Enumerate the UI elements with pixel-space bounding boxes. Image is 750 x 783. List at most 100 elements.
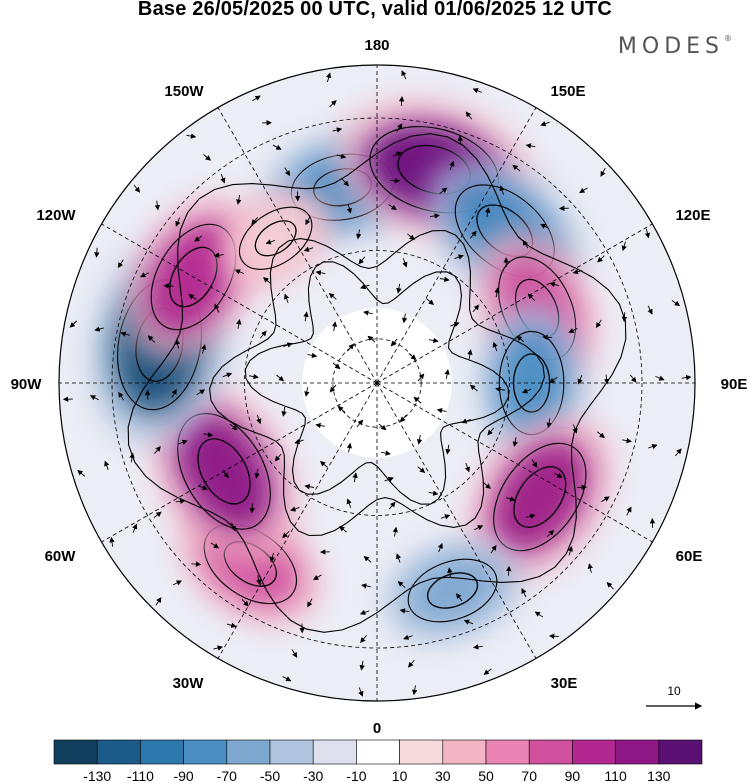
colorbar-swatch	[96, 739, 141, 765]
lon-label-30e: 30E	[551, 675, 578, 692]
wind-vector	[388, 204, 397, 211]
wind-vector	[332, 127, 343, 133]
wind-vector	[360, 635, 367, 643]
wind-vector	[304, 387, 310, 397]
wind-vector	[396, 283, 402, 294]
anomaly-field	[88, 97, 615, 643]
wind-vector	[129, 452, 135, 463]
wind-vector	[495, 386, 506, 393]
colorbar-tick-label: 70	[521, 768, 537, 783]
wind-vector	[525, 143, 536, 149]
streamline-gyre	[238, 206, 313, 270]
wind-vector	[214, 303, 220, 313]
wind-vector	[188, 294, 197, 301]
wind-vector	[163, 283, 174, 289]
wind-vector	[549, 281, 560, 288]
wind-vector	[436, 407, 447, 414]
brand-logo: MODES®	[618, 34, 732, 59]
wind-vector	[120, 331, 130, 337]
colorbar-swatch	[53, 739, 98, 765]
lon-label-90e: 90E	[721, 376, 748, 393]
wind-vector	[367, 335, 376, 343]
colorbar-swatch	[528, 739, 573, 765]
colorbar-swatch	[485, 739, 530, 765]
wind-vector	[249, 503, 255, 514]
wind-vector	[358, 687, 364, 697]
wind-vector	[153, 511, 162, 519]
wind-vector	[600, 167, 606, 177]
lon-label-30w: 30W	[173, 675, 205, 692]
wind-vector	[522, 239, 529, 249]
wind-vector	[675, 448, 682, 457]
wind-vector	[265, 239, 276, 245]
wind-vector	[440, 514, 451, 520]
wind-vector	[512, 164, 521, 172]
wind-vector	[548, 633, 559, 639]
colorbar-swatch	[183, 739, 228, 765]
wind-vector	[186, 133, 197, 139]
wind-vector	[222, 470, 229, 479]
latitude-circle	[111, 117, 643, 649]
wind-vector	[347, 343, 354, 352]
wind-vector	[252, 95, 261, 102]
wind-vector	[290, 506, 300, 512]
reference-vector: 10	[646, 684, 703, 710]
wind-vector	[439, 187, 448, 195]
wind-vector	[626, 506, 632, 516]
wind-vector	[359, 660, 365, 671]
wind-vector	[464, 462, 470, 473]
wind-vector	[540, 223, 550, 229]
wind-vector	[546, 418, 552, 429]
wind-vector	[346, 498, 352, 508]
wind-vector	[281, 406, 287, 417]
wind-vector	[272, 144, 282, 150]
wind-vector	[363, 310, 373, 316]
wind-vector	[506, 565, 512, 576]
wind-vector	[399, 608, 410, 614]
colorbar-swatch	[312, 739, 357, 765]
wind-vector	[447, 567, 453, 578]
wind-vector	[499, 185, 505, 195]
wind-vector	[472, 88, 482, 94]
wind-vector	[445, 444, 451, 455]
lon-label-120w: 120W	[36, 207, 76, 224]
wind-vector	[139, 272, 150, 278]
streamline-gyre	[426, 572, 479, 609]
wind-vector	[282, 530, 290, 539]
wind-vector	[229, 423, 238, 431]
wind-vector	[390, 177, 401, 184]
wind-vector	[171, 388, 177, 398]
wind-vector	[147, 335, 156, 343]
wind-vector	[505, 496, 516, 502]
wind-vector	[449, 160, 455, 171]
wind-vector	[428, 337, 439, 344]
wind-vector	[647, 305, 653, 315]
colorbar-tick-label: -130	[83, 768, 111, 783]
streamline	[244, 261, 510, 505]
wind-vector	[527, 293, 535, 301]
wind-vector	[450, 321, 460, 328]
wind-vector	[494, 287, 500, 298]
colorbar-swatch	[572, 739, 616, 765]
wind-vector	[577, 375, 583, 385]
colorbar: -130 -110 -90 -70 -50 -30 -10 10 30 50 70 90 110 130	[53, 739, 703, 783]
wind-vector	[671, 300, 681, 307]
lon-label-180: 180	[364, 37, 389, 54]
streamline	[209, 229, 545, 537]
wind-vector	[595, 319, 602, 329]
wind-vector	[133, 184, 141, 193]
wind-vector	[429, 213, 440, 219]
wind-vector	[331, 321, 338, 332]
wind-vector	[303, 311, 309, 322]
wind-vector	[428, 490, 439, 496]
wind-vector	[360, 284, 370, 290]
wind-vector	[417, 466, 426, 474]
colorbar-tick-label: 90	[565, 768, 581, 783]
wind-vector	[461, 418, 471, 424]
wind-vector	[549, 376, 558, 384]
wind-vector	[437, 542, 443, 553]
wind-vector	[329, 384, 337, 393]
colorbar-tick-label: -50	[260, 768, 280, 783]
